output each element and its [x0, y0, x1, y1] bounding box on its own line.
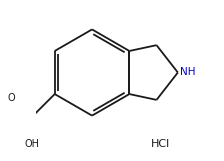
Text: O: O — [8, 93, 15, 103]
Text: HCl: HCl — [151, 139, 170, 149]
Text: OH: OH — [25, 139, 40, 149]
Text: NH: NH — [180, 67, 196, 77]
